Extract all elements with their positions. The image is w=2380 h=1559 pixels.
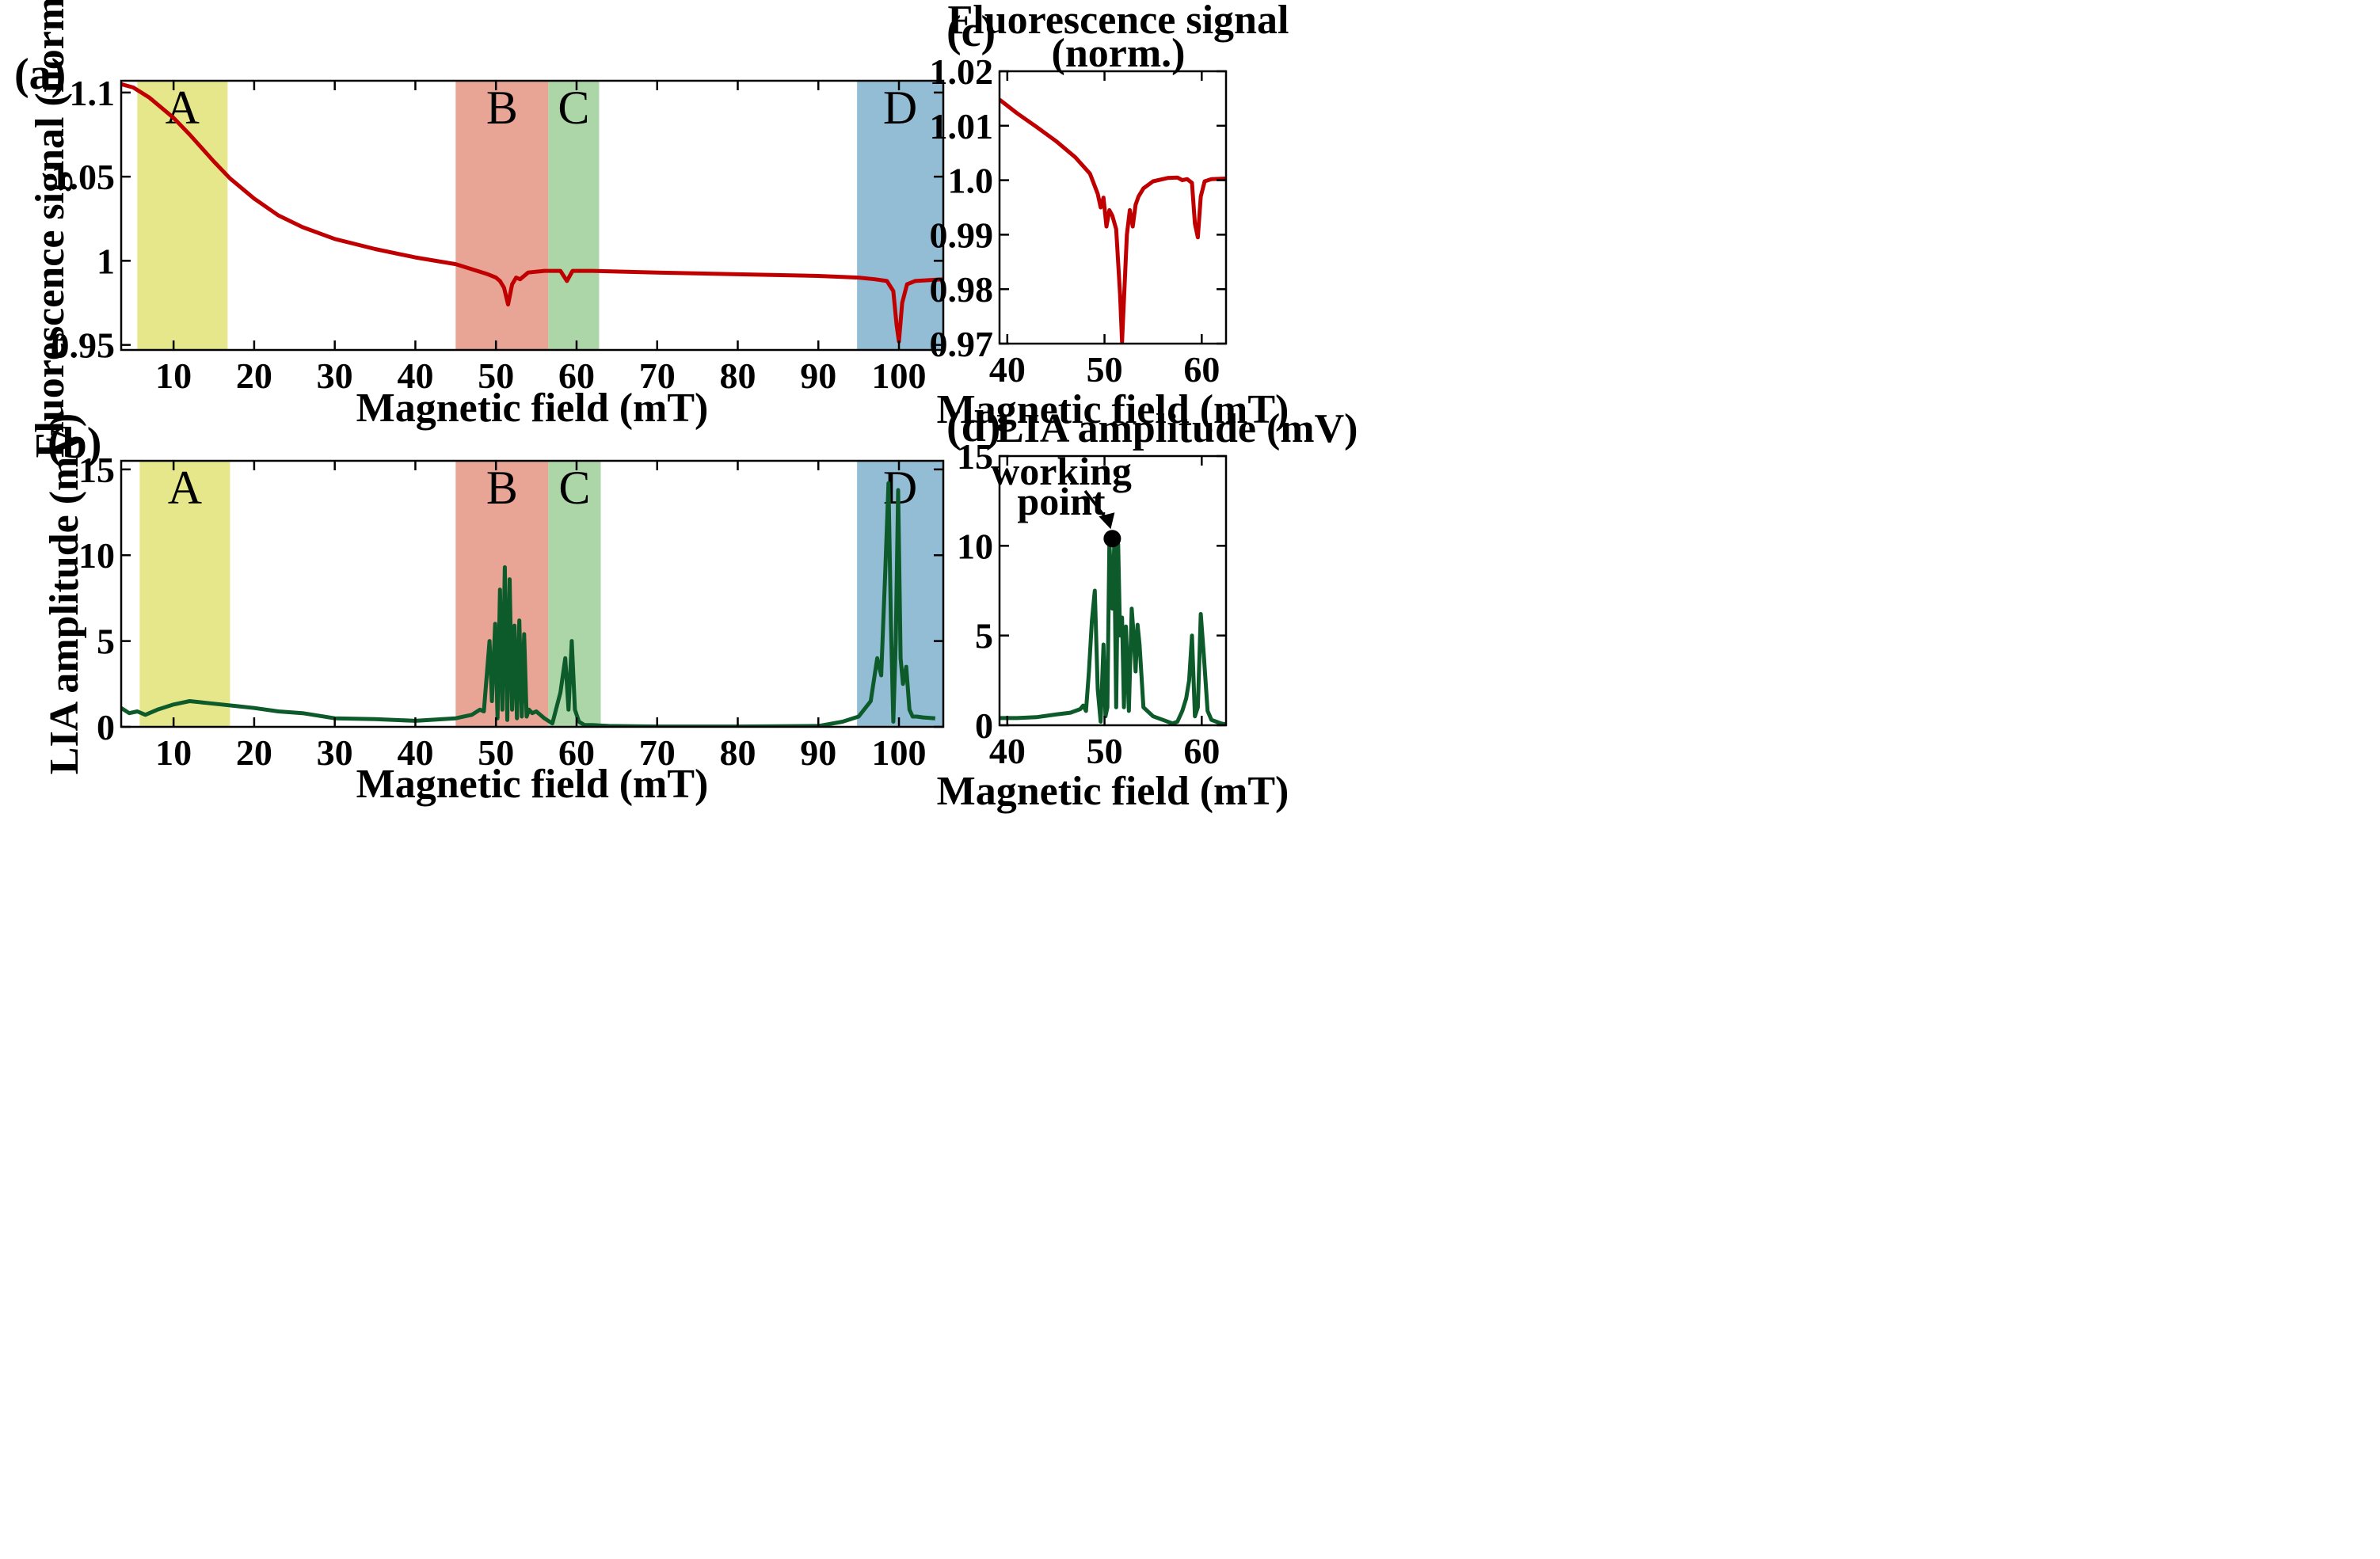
chart-title: Fluorescence signal [948, 0, 1289, 43]
panel-label: (a) [14, 50, 66, 99]
axes-frame [120, 79, 945, 352]
panel-c-fluorescence-zoom: 40 50 60 0.97 0.98 0.99 1.0 1.01 1.02 Magnetic fi… [930, 0, 1289, 432]
y-tick-label: 1.02 [930, 51, 994, 92]
x-tick-label: 50 [478, 732, 514, 773]
y-tick-label: 0 [975, 705, 993, 746]
x-tick-label: 20 [236, 732, 272, 773]
x-tick-label: 60 [1183, 349, 1220, 390]
x-tick-label: 50 [1087, 731, 1123, 771]
y-tick-label: 15 [78, 450, 115, 490]
x-tick-label: 50 [1087, 349, 1123, 390]
panel-d-lia-zoom: 40 50 60 0 5 10 15 Magnetic field (mT) (d)LIA am… [937, 402, 1358, 814]
x-tick-label: 10 [155, 356, 192, 396]
y-tick-label: 5 [975, 616, 993, 656]
y-tick-label: 0.98 [930, 269, 994, 310]
working-point-arrow-head [1099, 512, 1115, 530]
y-axis-label: LIA amplitude (mV) [42, 413, 87, 774]
region-b-band [455, 81, 549, 350]
x-axis-label: Magnetic field (mT) [937, 769, 1289, 814]
region-c-label: C [558, 462, 590, 514]
region-c-band [548, 81, 600, 350]
y-tick-label: 1.05 [51, 157, 116, 197]
working-point-label-line1: working [991, 449, 1132, 493]
panel-a-fluorescence-full: A B C D10 20 30 40 50 60 70 80 90 1000.9511.051.1Mag… [14, 0, 945, 458]
x-tick-label: 40 [989, 349, 1026, 390]
panel-label: (b) [48, 419, 101, 468]
x-tick-label: 80 [720, 732, 756, 773]
axes-frame [998, 454, 1228, 727]
region-d-label: D [883, 82, 917, 134]
y-tick-label: 1.0 [948, 161, 994, 201]
x-tick-label: 60 [1183, 731, 1220, 771]
y-tick-label: 5 [97, 622, 115, 662]
x-axis-label: Magnetic field (mT) [937, 387, 1289, 432]
x-tick-label: 90 [800, 356, 836, 396]
x-tick-label: 60 [558, 356, 595, 396]
x-tick-label: 20 [236, 356, 272, 396]
x-axis-label: Magnetic field (mT) [356, 386, 709, 431]
x-tick-label: 10 [155, 732, 192, 773]
x-tick-label: 90 [800, 732, 836, 773]
panel-label: (c) [946, 7, 996, 56]
y-tick-label: 1 [97, 241, 115, 281]
x-tick-label: 50 [478, 356, 514, 396]
chart-title-line2: (norm.) [1052, 31, 1186, 76]
y-tick-label: 0.97 [930, 324, 994, 364]
y-tick-label: 0.95 [51, 325, 116, 366]
axes-frame [120, 459, 945, 728]
x-tick-label: 100 [872, 356, 927, 396]
x-tick-label: 70 [639, 732, 676, 773]
region-b-label: B [486, 82, 518, 134]
x-tick-label: 30 [317, 732, 353, 773]
region-c-label: C [558, 82, 589, 134]
x-tick-label: 40 [397, 732, 433, 773]
x-tick-label: 40 [989, 731, 1026, 771]
x-tick-label: 40 [397, 356, 433, 396]
chart-title: LIA amplitude (mV) [996, 406, 1358, 451]
y-tick-label: 10 [78, 535, 115, 576]
working-point-marker [1103, 530, 1121, 548]
panel-label: (d) [946, 402, 1000, 451]
y-tick-label: 0.99 [930, 215, 994, 255]
y-tick-label: 1.1 [70, 73, 116, 113]
region-a-band [139, 461, 230, 727]
x-tick-label: 60 [558, 732, 595, 773]
y-tick-label: 15 [957, 436, 993, 477]
x-tick-label: 80 [720, 356, 756, 396]
y-tick-label: 0 [97, 707, 115, 747]
x-tick-label: 100 [872, 732, 927, 773]
x-axis-label: Magnetic field (mT) [356, 762, 709, 807]
working-point-label-line2: point [1017, 479, 1106, 523]
y-axis-label: Fluorescence signal (norm.) [28, 0, 73, 458]
region-b-label: B [486, 462, 518, 514]
y-tick-label: 10 [957, 526, 993, 566]
data-series-line [1000, 97, 1226, 344]
panel-b-lia-full: A B C D10 20 30 40 50 60 70 80 90 100051015Magnetic … [42, 413, 945, 807]
x-tick-label: 70 [639, 356, 676, 396]
x-tick-label: 30 [317, 356, 353, 396]
data-series-line [1000, 540, 1226, 725]
data-series-line [121, 481, 935, 727]
axes-frame [998, 70, 1228, 345]
data-series-line [121, 82, 943, 344]
y-tick-label: 1.01 [930, 106, 994, 146]
